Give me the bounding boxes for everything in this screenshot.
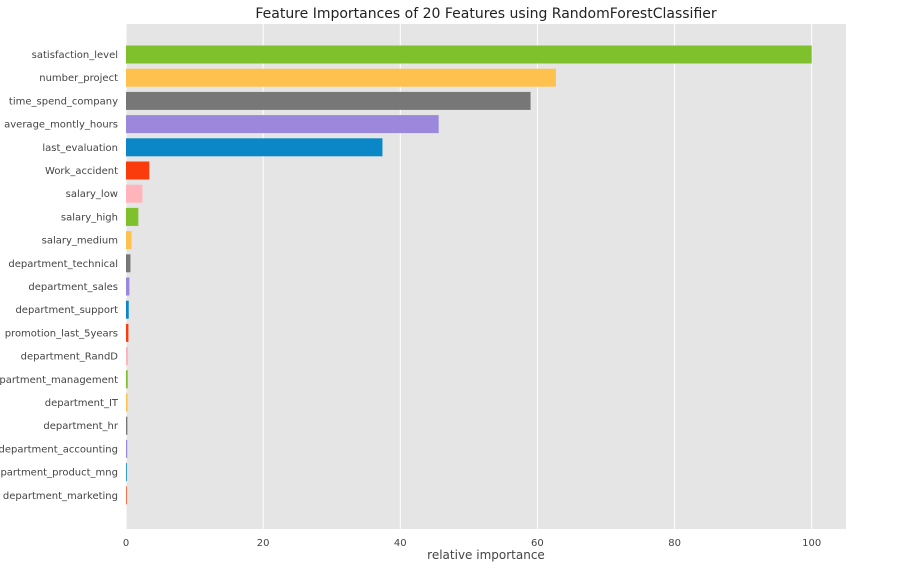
x-tick-label: 40 (394, 538, 407, 549)
y-tick-label: time_spend_company (9, 96, 118, 107)
y-tick-label: Work_accident (45, 166, 118, 177)
y-tick-labels: satisfaction_level number_project time_spe… (0, 50, 119, 502)
bar-number_project (126, 68, 556, 87)
x-axis-label: relative importance (427, 548, 545, 562)
y-tick-label: salary_low (66, 189, 118, 200)
bar-department_support (126, 300, 129, 319)
bar-average_montly_hours (126, 115, 439, 134)
bar-promotion_last_5years (126, 323, 129, 342)
bar-department_product_mng (126, 463, 127, 482)
bar-department_accounting (126, 439, 128, 458)
x-tick-label: 20 (257, 538, 270, 549)
y-tick-label: salary_high (61, 212, 118, 223)
y-tick-label: department_product_mng (0, 468, 118, 479)
bar-last_evaluation (126, 138, 383, 157)
x-tick-labels: 0 20 40 60 80 100 (123, 538, 821, 549)
bar-salary_low (126, 184, 143, 203)
bars (126, 45, 812, 505)
bar-time_spend_company (126, 91, 531, 110)
y-tick-label: department_hr (43, 421, 118, 432)
y-tick-label: department_management (0, 375, 118, 386)
bar-department_IT (126, 393, 128, 412)
y-tick-label: department_RandD (21, 352, 119, 363)
bar-department_marketing (126, 486, 127, 505)
y-tick-label: department_support (15, 305, 118, 316)
x-tick-label: 60 (531, 538, 544, 549)
bar-department_hr (126, 416, 128, 435)
bar-Work_accident (126, 161, 150, 180)
y-tick-label: satisfaction_level (32, 50, 118, 61)
x-tick-label: 100 (802, 538, 821, 549)
y-tick-label: number_project (39, 73, 118, 84)
y-tick-label: department_marketing (3, 491, 118, 502)
y-tick-label: promotion_last_5years (5, 328, 118, 339)
bar-salary_high (126, 207, 139, 226)
x-tick-label: 80 (668, 538, 681, 549)
y-tick-label: average_montly_hours (4, 120, 118, 131)
y-tick-label: department_IT (45, 398, 119, 409)
y-tick-label: last_evaluation (42, 143, 118, 154)
x-tick-label: 0 (123, 538, 129, 549)
bar-department_technical (126, 254, 131, 273)
bar-salary_medium (126, 231, 132, 250)
y-tick-label: department_accounting (0, 444, 118, 455)
bar-satisfaction_level (126, 45, 812, 64)
y-tick-label: department_sales (28, 282, 118, 293)
y-tick-label: salary_medium (42, 236, 118, 247)
chart-title: Feature Importances of 20 Features using… (255, 6, 717, 22)
bar-department_management (126, 370, 128, 389)
bar-department_sales (126, 277, 130, 296)
bar-department_RandD (126, 347, 129, 366)
y-tick-label: department_technical (8, 259, 118, 270)
